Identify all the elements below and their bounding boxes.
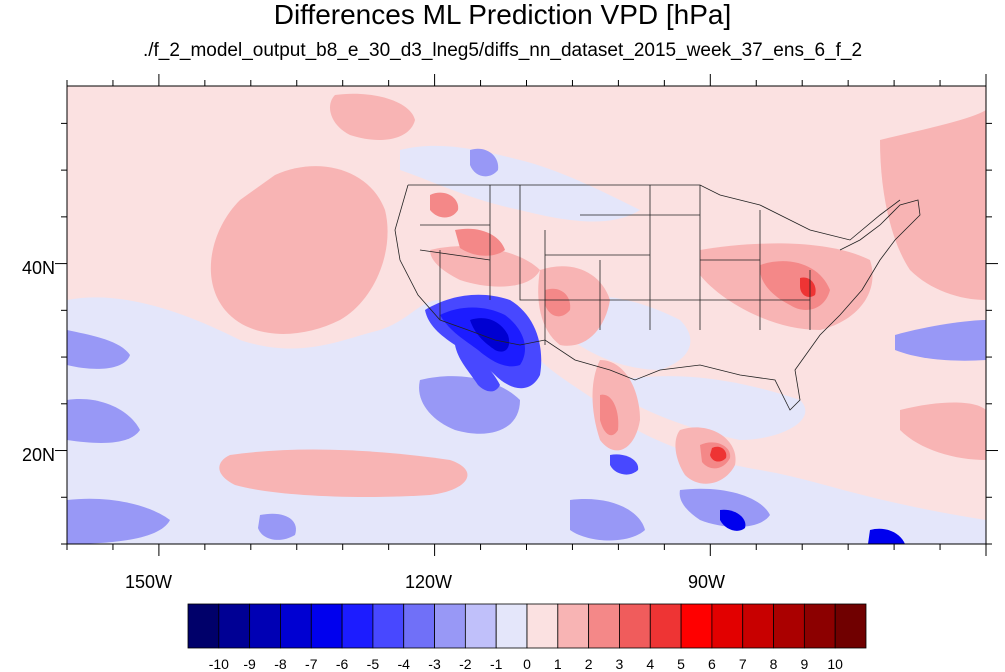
lon-tick-label: 90W [688,572,726,592]
colorbar-label: -3 [428,656,441,672]
colorbar-label: -4 [397,656,410,672]
chart-subtitle: ./f_2_model_output_b8_e_30_d3_lneg5/diff… [142,40,863,61]
colorbar-label: 6 [708,656,716,672]
colorbar-label: 0 [523,656,531,672]
colorbar-label: -8 [274,656,287,672]
negative-anomaly-strong [425,294,905,544]
colorbar-label: 8 [769,656,778,672]
colorbar-label: -10 [208,656,229,672]
colorbar-label: 3 [615,656,624,672]
colorbar-label: -6 [335,656,349,672]
lon-tick-label: 150W [125,572,173,592]
positive-anomaly-strong [710,277,816,462]
colorbar-label: 9 [800,656,809,672]
colorbar-label: -7 [305,656,318,672]
lon-tick-label: 120W [405,572,453,592]
colorbar-label: 5 [677,656,685,672]
lat-tick-label: 40N [22,258,56,278]
colorbar-label: 2 [584,656,593,672]
boundaries [394,184,921,411]
colorbar-label: -9 [243,656,256,672]
positive-anomaly-medium [430,192,830,469]
colorbar-label: 10 [827,656,843,672]
colorbar-label: 4 [646,656,655,672]
axis-ticks [55,74,998,556]
colorbar-label: 1 [553,656,562,672]
colorbar-label: -1 [489,656,503,672]
colorbar-label: 7 [738,656,747,672]
colorbar-label: -2 [459,656,472,672]
colorbar-label: -5 [366,656,380,672]
lat-tick-label: 20N [22,445,56,465]
chart-title: Differences ML Prediction VPD [hPa] [273,0,732,30]
